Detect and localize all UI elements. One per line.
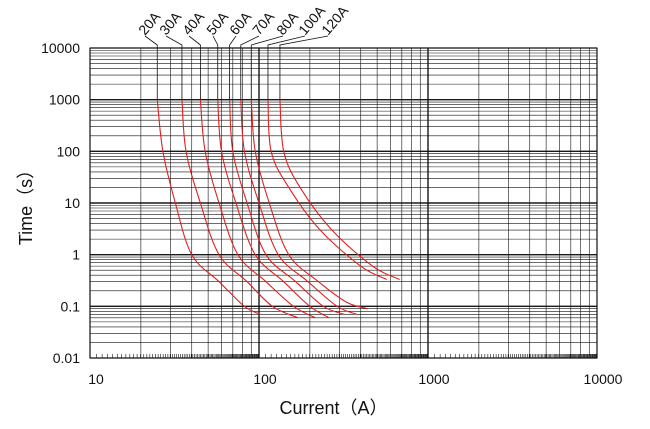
curve-80A (250, 99, 368, 310)
x-tick-label: 100 (253, 371, 277, 387)
leader-100A (267, 35, 306, 100)
curve-60A (229, 99, 345, 315)
x-tick-label: 10000 (584, 371, 623, 387)
leader-80A (250, 35, 284, 100)
y-tick-label: 10000 (41, 40, 80, 56)
y-tick-label: 1000 (49, 92, 80, 108)
curve-120A (279, 99, 400, 281)
x-tick-labels: 10 100 1000 10000 (88, 371, 622, 387)
leader-20A (144, 35, 158, 100)
curve-70A (240, 99, 358, 315)
leader-60A (229, 35, 237, 100)
series-label-50A: 50A (203, 8, 232, 38)
leader-70A (240, 35, 260, 100)
leader-40A (188, 35, 201, 100)
plot-frame (89, 47, 598, 359)
series-label-80A: 80A (273, 8, 302, 38)
y-tick-label: 0.01 (53, 350, 80, 366)
y-tick-label: 10 (64, 195, 80, 211)
curve-50A (217, 99, 330, 319)
series-label-70A: 70A (249, 8, 278, 38)
series-leader-lines (144, 35, 329, 100)
y-axis-title: Time（s） (16, 161, 36, 245)
curve-40A (199, 99, 316, 319)
series-label-120A: 120A (318, 2, 352, 38)
y-tick-label: 1 (72, 247, 80, 263)
curve-100A (267, 99, 387, 281)
leader-50A (212, 35, 219, 100)
curve-30A (181, 99, 299, 319)
y-tick-label: 0.1 (61, 298, 81, 314)
fuse-curves (156, 99, 400, 319)
x-tick-label: 10 (88, 371, 104, 387)
x-tick-label: 1000 (418, 371, 449, 387)
leader-120A (279, 35, 329, 100)
series-label-40A: 40A (179, 8, 208, 38)
y-tick-label: 100 (57, 143, 81, 159)
series-label-30A: 30A (156, 8, 185, 38)
x-axis-title: Current（A） (279, 398, 387, 418)
series-label-60A: 60A (226, 8, 255, 38)
y-tick-labels: 10000 1000 100 10 1 0.1 0.01 (41, 40, 80, 366)
leader-30A (165, 35, 183, 100)
curve-20A (156, 99, 261, 315)
